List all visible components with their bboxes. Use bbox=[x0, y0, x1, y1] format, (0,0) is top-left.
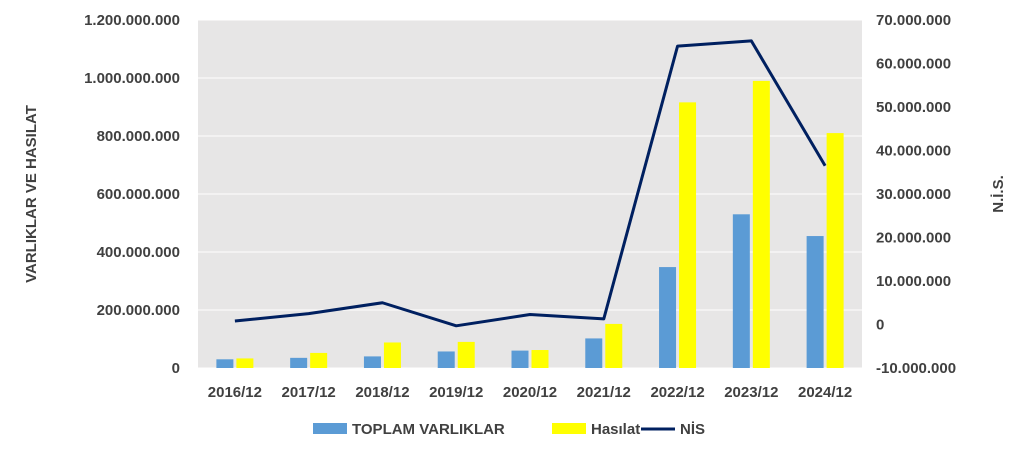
gridlines bbox=[198, 19, 862, 369]
bar bbox=[363, 356, 381, 368]
x-tick-label: 2018/12 bbox=[355, 384, 409, 401]
x-tick-label: 2023/12 bbox=[724, 384, 778, 401]
bar bbox=[511, 350, 529, 368]
y2-tick-label: 30.000.000 bbox=[876, 186, 951, 203]
series-line bbox=[234, 39, 827, 328]
line-series bbox=[234, 39, 827, 328]
y2-tick-label: 70.000.000 bbox=[876, 12, 951, 29]
bar bbox=[383, 342, 401, 368]
bars bbox=[216, 80, 844, 369]
x-tick-label: 2016/12 bbox=[208, 384, 262, 401]
legend-label: NİS bbox=[680, 421, 705, 438]
y2-tick-label: 10.000.000 bbox=[876, 273, 951, 290]
legend-swatch bbox=[313, 423, 347, 434]
bar bbox=[457, 341, 475, 368]
bar bbox=[585, 338, 603, 368]
y-axis-left-title: VARLIKLAR VE HASILAT bbox=[23, 105, 40, 283]
bar bbox=[605, 323, 623, 368]
bar bbox=[826, 133, 844, 368]
legend-swatch bbox=[552, 423, 586, 434]
bar bbox=[679, 102, 697, 369]
bar bbox=[752, 80, 770, 369]
legend-label: Hasılat bbox=[591, 421, 640, 438]
y2-tick-label: 60.000.000 bbox=[876, 56, 951, 73]
x-tick-label: 2024/12 bbox=[798, 384, 852, 401]
x-tick-label: 2021/12 bbox=[577, 384, 631, 401]
bar bbox=[290, 357, 308, 368]
bar bbox=[216, 359, 234, 368]
x-tick-label: 2022/12 bbox=[650, 384, 704, 401]
x-axis-ticks: 2016/12 2017/12 2018/12 2019/12 2020/12 2021/… bbox=[208, 384, 852, 401]
bar bbox=[732, 214, 750, 368]
y-tick-label: 600.000.000 bbox=[97, 186, 180, 203]
legend: TOPLAM VARLIKLAR Hasılat NİS bbox=[313, 421, 705, 438]
bar bbox=[437, 351, 455, 368]
legend-label: TOPLAM VARLIKLAR bbox=[352, 421, 505, 438]
y2-tick-label: -10.000.000 bbox=[876, 360, 956, 377]
x-tick-label: 2017/12 bbox=[282, 384, 336, 401]
y-axis-right-ticks: -10.000.000 0 10.000.000 20.000.000 30.000.0… bbox=[876, 12, 956, 377]
y2-tick-label: 50.000.000 bbox=[876, 99, 951, 116]
y-tick-label: 400.000.000 bbox=[97, 244, 180, 261]
bar bbox=[531, 350, 549, 368]
y-tick-label: 200.000.000 bbox=[97, 302, 180, 319]
y-axis-right-title: N.İ.S. bbox=[990, 175, 1007, 213]
y-tick-label: 800.000.000 bbox=[97, 128, 180, 145]
y-axis-left-ticks: 0 200.000.000 400.000.000 600.000.000 800.00… bbox=[84, 12, 180, 377]
y2-tick-label: 40.000.000 bbox=[876, 143, 951, 160]
x-tick-label: 2019/12 bbox=[429, 384, 483, 401]
bar bbox=[659, 267, 677, 368]
bar bbox=[236, 358, 254, 368]
x-tick-label: 2020/12 bbox=[503, 384, 557, 401]
bar bbox=[806, 236, 824, 368]
y2-tick-label: 0 bbox=[876, 317, 884, 334]
bar bbox=[310, 352, 328, 368]
y-tick-label: 0 bbox=[172, 360, 180, 377]
y-tick-label: 1.000.000.000 bbox=[84, 70, 180, 87]
y-tick-label: 1.200.000.000 bbox=[84, 12, 180, 29]
y2-tick-label: 20.000.000 bbox=[876, 230, 951, 247]
